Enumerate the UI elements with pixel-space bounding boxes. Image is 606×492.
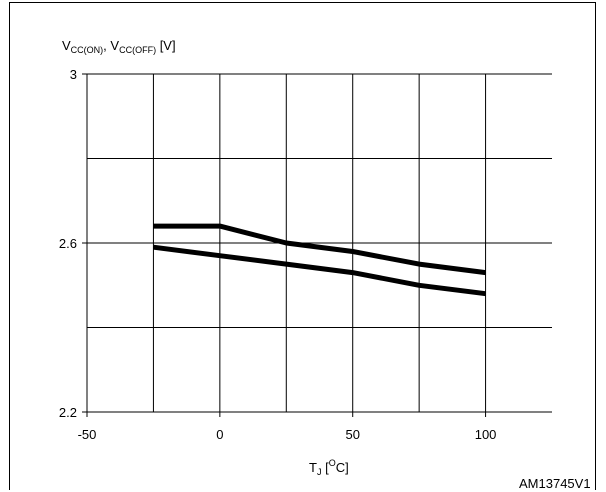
figure-frame <box>9 2 596 490</box>
x-tick-label-3: 100 <box>475 427 497 442</box>
x-tick-label-2: 50 <box>345 427 359 442</box>
series-line-1 <box>153 244 486 297</box>
y-tick-label-2: 3 <box>70 67 77 82</box>
series-line-0 <box>153 223 486 276</box>
y-tick-label-0: 2.2 <box>59 405 77 420</box>
x-tick-label-0: -50 <box>78 427 97 442</box>
x-tick-label-1: 0 <box>216 427 223 442</box>
y-tick-label-1: 2.6 <box>59 236 77 251</box>
grid <box>87 73 552 412</box>
figure-id-label: AM13745V1 <box>519 476 591 491</box>
series-group <box>153 223 486 297</box>
y-axis-label: VCC(ON), VCC(OFF) [V] <box>62 38 176 55</box>
ticks: -50 0 50 100 2.2 2.6 3 <box>59 67 497 442</box>
x-axis-label: TJ [OC] <box>309 458 349 477</box>
